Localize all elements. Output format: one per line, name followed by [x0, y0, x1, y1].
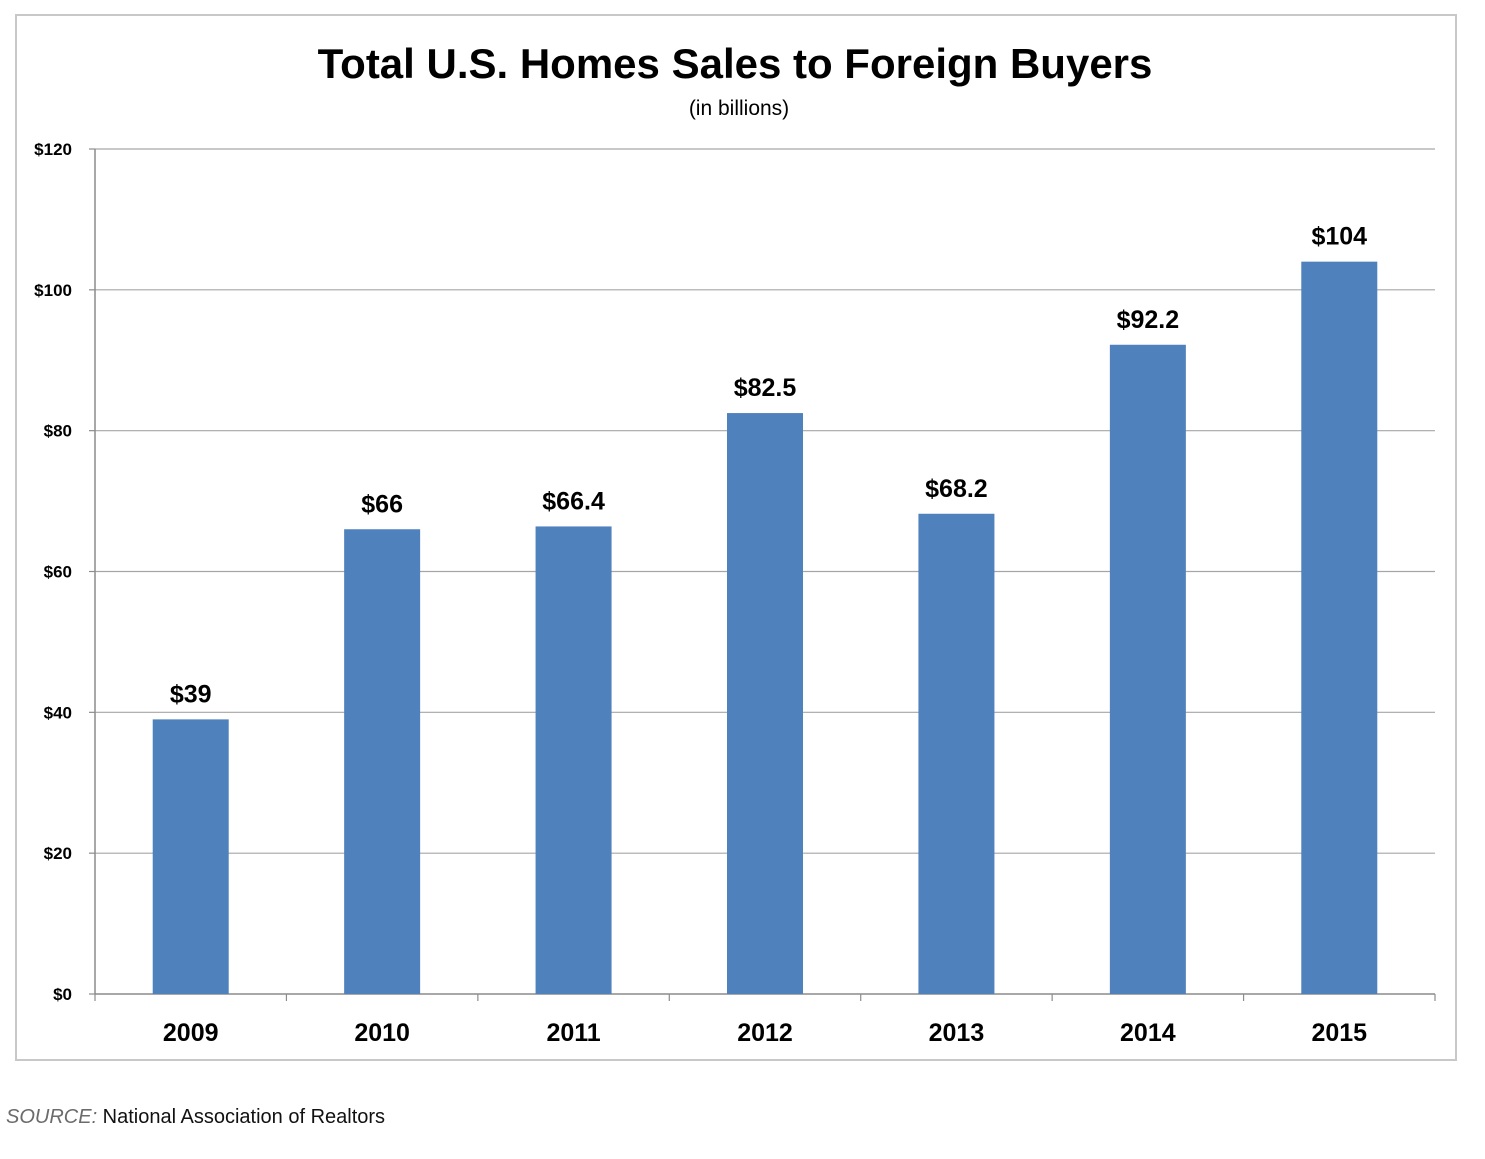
y-tick-label: $0 [53, 985, 72, 1004]
chart-subtitle: (in billions) [689, 97, 789, 120]
bar-2009 [152, 719, 229, 994]
data-label-2015: $104 [1311, 223, 1367, 251]
chart-title: Total U.S. Homes Sales to Foreign Buyers [318, 40, 1153, 87]
data-label-2011: $66.4 [542, 487, 605, 515]
source-prefix: SOURCE: [6, 1106, 98, 1128]
data-label-2009: $39 [170, 680, 212, 708]
x-tick-label-2014: 2014 [1120, 1019, 1176, 1047]
bar-2011 [535, 526, 612, 994]
data-label-2010: $66 [361, 490, 403, 518]
y-axis-tick-labels: $0 $20 $40 $60 $80 $100 $120 [34, 140, 72, 1004]
gridlines [95, 148, 1435, 854]
x-tick-label-2010: 2010 [354, 1019, 410, 1047]
bar-2015 [1301, 261, 1378, 995]
y-tick-label: $120 [34, 140, 72, 159]
y-tick-label: $100 [34, 281, 72, 300]
data-label-2012: $82.5 [734, 374, 797, 402]
data-label-2014: $92.2 [1117, 306, 1180, 334]
y-tick-label: $20 [44, 844, 72, 863]
y-tick-label: $80 [44, 422, 72, 441]
bar-2013 [918, 513, 995, 994]
data-label-2013: $68.2 [925, 475, 988, 503]
x-tick-label-2012: 2012 [737, 1019, 793, 1047]
y-tick-label: $40 [44, 703, 72, 722]
bar-2010 [344, 529, 421, 994]
bar-2014 [1109, 344, 1186, 995]
x-tick-label-2013: 2013 [929, 1019, 985, 1047]
bars [152, 261, 1378, 995]
x-axis-tick-labels: 2009 2010 2011 2012 2013 2014 2015 [163, 1019, 1367, 1047]
bar-2012 [727, 413, 803, 994]
data-labels: $39 $66 $66.4 $82.5 $68.2 $92.2 $104 [170, 223, 1367, 709]
source-note: SOURCE: National Association of Realtors [6, 1106, 385, 1129]
x-tick-label-2015: 2015 [1311, 1019, 1367, 1047]
x-tick-label-2009: 2009 [163, 1019, 219, 1047]
source-text: National Association of Realtors [97, 1106, 386, 1128]
y-tick-label: $60 [44, 563, 72, 582]
x-tick-label-2011: 2011 [546, 1019, 600, 1047]
